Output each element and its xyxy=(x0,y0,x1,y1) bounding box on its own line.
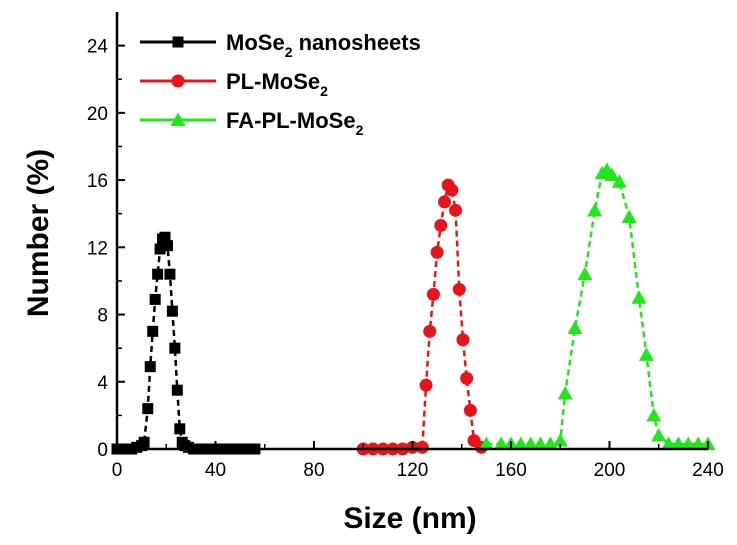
x-axis-title: Size (nm) xyxy=(343,502,476,535)
y-tick-label: 16 xyxy=(87,171,108,192)
legend-label: PL-MoSe2 xyxy=(226,69,328,99)
series-1-point xyxy=(142,403,154,415)
series-2-point xyxy=(434,218,448,232)
series-3-point xyxy=(513,436,529,450)
series-2-point xyxy=(445,183,459,197)
series-2-point xyxy=(460,371,474,385)
series-1-point xyxy=(154,243,166,255)
x-tick-label: 0 xyxy=(112,460,123,481)
legend-entry-3: FA-PL-MoSe2 xyxy=(140,108,364,138)
x-tick-label: 160 xyxy=(495,460,527,481)
series-3-point xyxy=(611,174,627,188)
series-2-point xyxy=(456,333,470,347)
series-2-point xyxy=(419,378,433,392)
series-1-point xyxy=(152,268,164,280)
series-1-point xyxy=(169,342,181,354)
series-2-point xyxy=(438,195,452,209)
series-3-point xyxy=(690,436,706,450)
legend-marker xyxy=(170,112,186,126)
legend-label: FA-PL-MoSe2 xyxy=(226,108,364,138)
series-1-point xyxy=(144,361,156,373)
y-tick-label: 0 xyxy=(97,440,108,461)
series-3-point xyxy=(478,436,494,450)
y-tick-label: 4 xyxy=(97,373,108,394)
series-3-point xyxy=(493,436,509,450)
series-3-point xyxy=(631,290,647,304)
series-3-point xyxy=(587,202,603,217)
series-3-point xyxy=(680,436,696,450)
legend-label: MoSe2 nanosheets xyxy=(226,30,421,60)
y-tick-label: 12 xyxy=(87,238,108,259)
y-tick-label: 20 xyxy=(87,104,108,125)
series-3-point xyxy=(661,436,677,450)
series-2-point xyxy=(415,440,429,454)
legend-marker xyxy=(172,36,184,48)
y-axis-title: Number (%) xyxy=(22,149,55,317)
series-3-point xyxy=(557,386,573,400)
series-3-point xyxy=(577,266,593,281)
series-2-point xyxy=(426,287,440,301)
series-3-point xyxy=(651,428,667,442)
x-tick-label: 80 xyxy=(303,460,324,481)
series-1-point xyxy=(174,423,186,435)
x-tick-label: 40 xyxy=(205,460,226,481)
series-2-point xyxy=(452,282,466,296)
series-3-point xyxy=(621,209,637,224)
series-3-point xyxy=(646,407,662,422)
x-tick-label: 120 xyxy=(397,460,429,481)
series-2-point xyxy=(449,203,463,217)
series-1-point xyxy=(149,293,161,305)
series-3-point xyxy=(533,436,549,450)
legend-marker xyxy=(171,74,185,88)
series-1-point xyxy=(138,436,150,448)
y-tick-label: 8 xyxy=(97,306,108,327)
series-1-point xyxy=(166,305,178,317)
series-2-point xyxy=(430,245,444,259)
series-2-point xyxy=(463,403,477,417)
series-1-point xyxy=(164,268,176,280)
legend-entry-2: PL-MoSe2 xyxy=(140,69,328,99)
series-3-point xyxy=(552,433,568,447)
series-2-point xyxy=(423,324,437,338)
y-tick-label: 24 xyxy=(87,37,109,58)
legend: MoSe2 nanosheets PL-MoSe2 FA-PL-MoSe2 xyxy=(140,30,421,138)
x-tick-label: 200 xyxy=(594,460,626,481)
series-1-point xyxy=(161,240,173,252)
series-3-point xyxy=(638,347,654,361)
series-3-point xyxy=(523,436,539,450)
series-1-point xyxy=(159,231,171,243)
series-1-point xyxy=(147,325,159,337)
x-tick-label: 240 xyxy=(692,460,724,481)
series-3-point xyxy=(670,436,686,450)
series-3-point xyxy=(604,167,620,182)
series-1-point xyxy=(171,384,183,396)
legend-entry-1: MoSe2 nanosheets xyxy=(140,30,421,60)
series-3-point xyxy=(567,320,583,334)
axis-layer: 0 40 80 120 160 200 240 0 4 8 12 16 20 24 xyxy=(87,12,724,481)
